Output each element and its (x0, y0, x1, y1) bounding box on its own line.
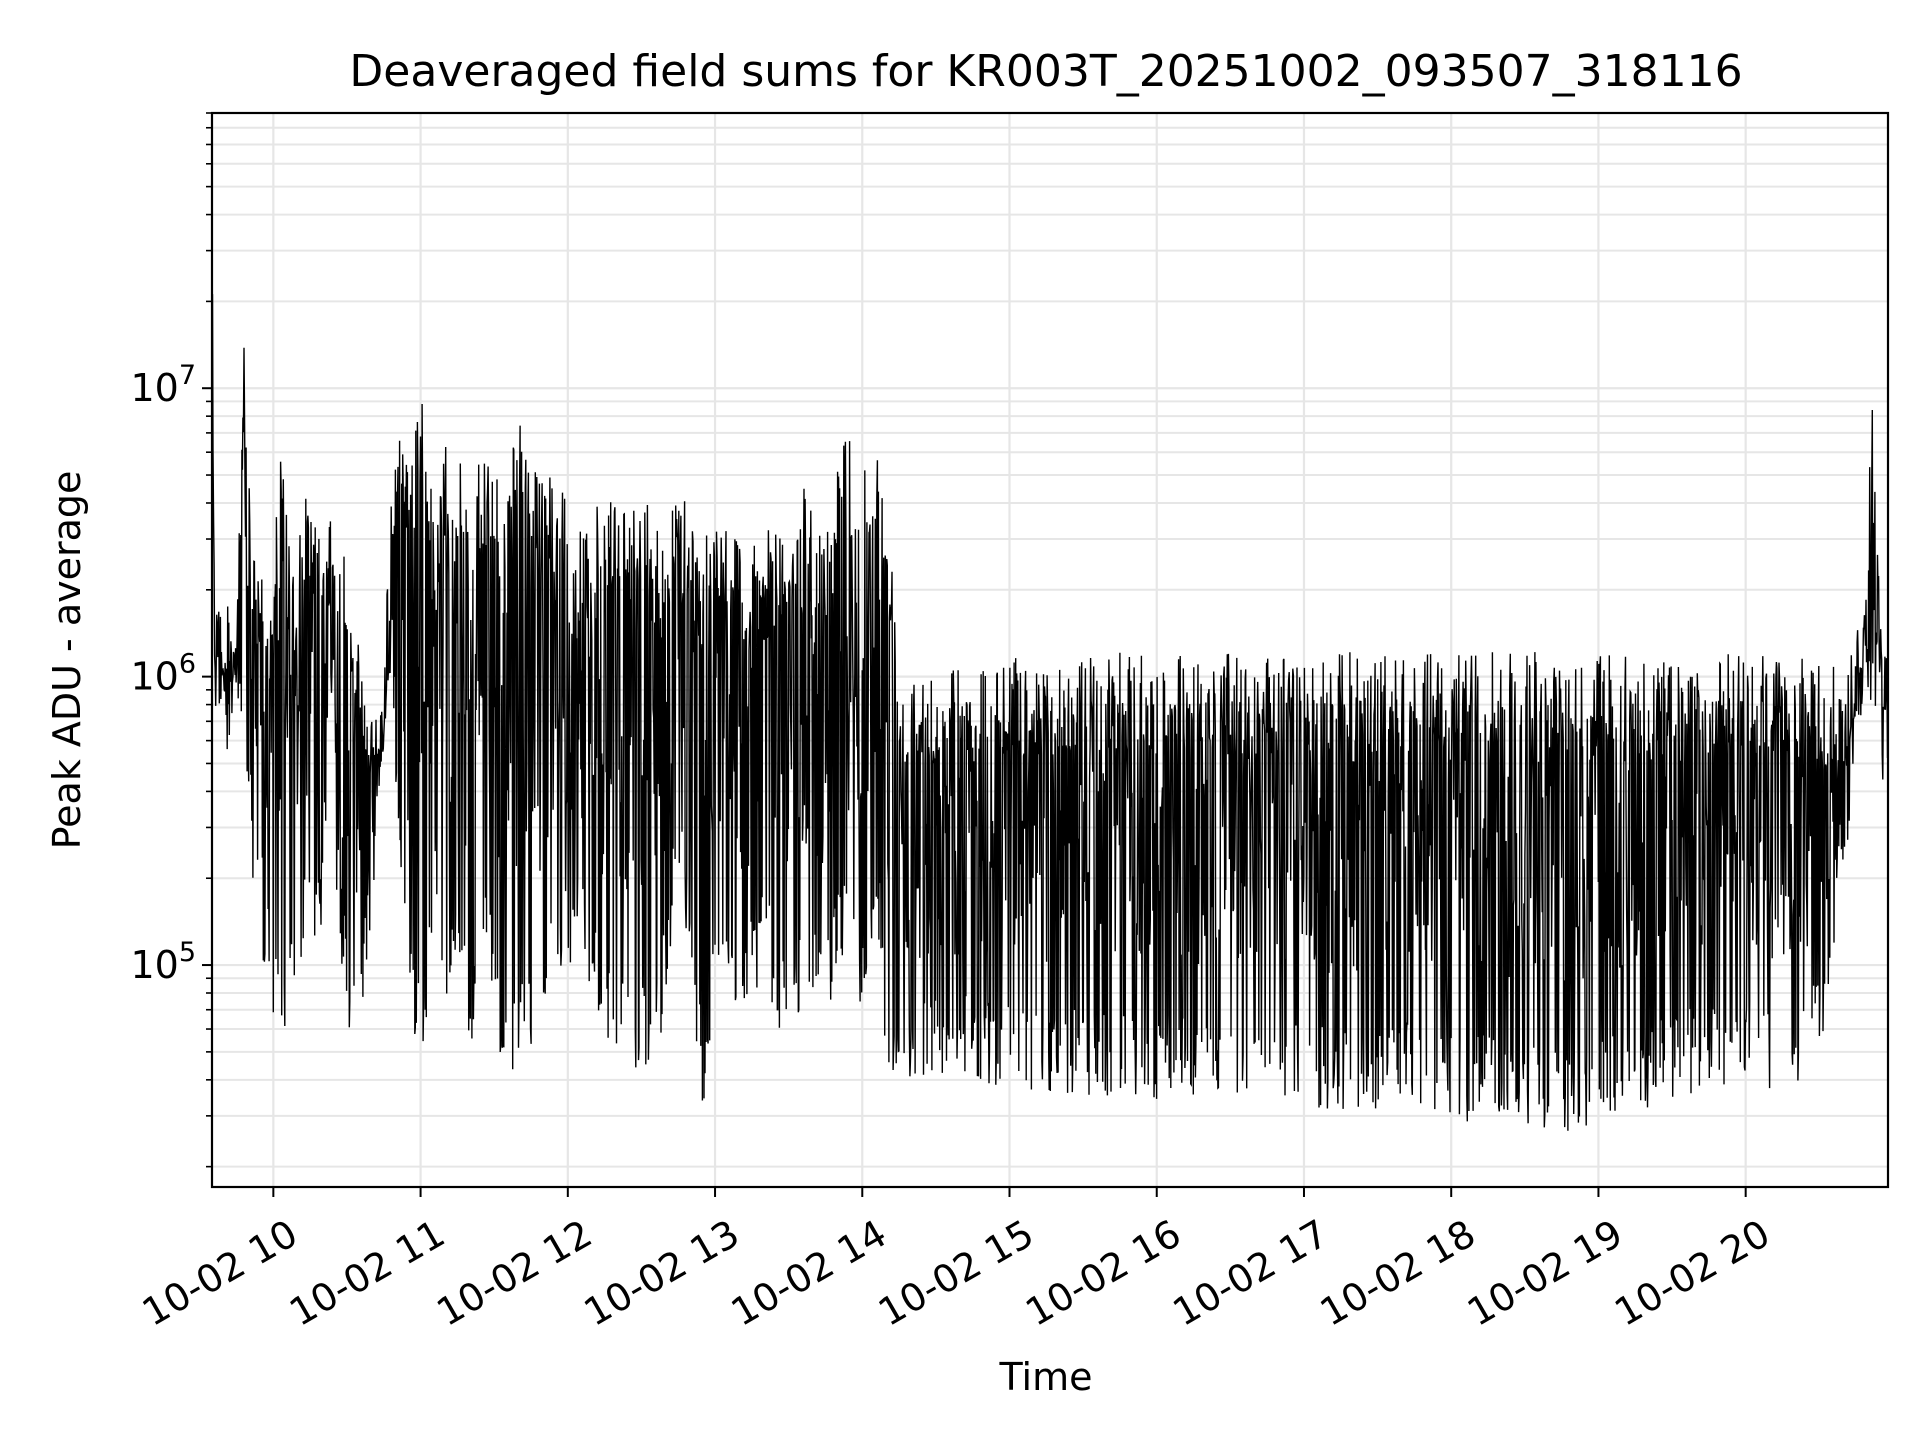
y-tick-label: 107 (130, 360, 196, 410)
chart-title: Deaveraged field sums for KR003T_2025100… (349, 46, 1742, 97)
series-path (211, 294, 1889, 1131)
y-tick-label: 105 (130, 937, 196, 987)
x-axis-label: Time (999, 1355, 1093, 1399)
series-line (211, 294, 1889, 1131)
y-axis-label: Peak ADU - average (45, 471, 89, 850)
plot-frame (210, 111, 1890, 1189)
y-tick-label: 106 (130, 649, 196, 699)
y-axis-ticks: 105 106 107 (130, 360, 212, 987)
